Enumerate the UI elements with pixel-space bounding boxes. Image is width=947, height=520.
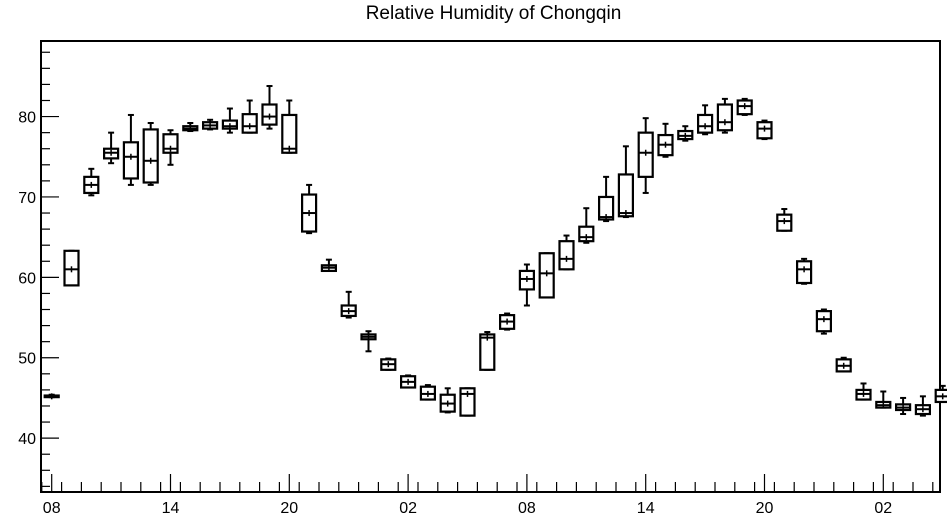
y-tick-label: 70 bbox=[18, 190, 36, 207]
box-plot-item bbox=[914, 395, 932, 417]
box-plot-item bbox=[380, 357, 397, 371]
box-plot-item bbox=[43, 393, 60, 400]
box-plot-item bbox=[795, 257, 813, 285]
box-plot-item bbox=[558, 234, 575, 271]
x-tick-label: 02 bbox=[399, 500, 417, 517]
y-tick-label: 50 bbox=[18, 351, 36, 368]
box-plot-item bbox=[855, 382, 872, 401]
box-plot-item bbox=[934, 384, 947, 404]
box-body bbox=[122, 141, 140, 180]
x-tick-label: 14 bbox=[637, 500, 655, 517]
box-body bbox=[281, 113, 298, 154]
box-plot-item bbox=[815, 308, 833, 335]
box-plot-item bbox=[696, 104, 714, 136]
box-plot-item bbox=[340, 290, 357, 319]
x-tick-label: 20 bbox=[280, 500, 298, 517]
box-plot-item bbox=[459, 387, 476, 417]
box-plot-item bbox=[281, 99, 298, 154]
box-plot-item bbox=[261, 85, 278, 130]
y-tick-label: 40 bbox=[18, 431, 36, 448]
box-plot-item bbox=[657, 122, 674, 158]
box-plot-item bbox=[894, 396, 912, 416]
box-plot-item bbox=[142, 122, 159, 186]
box-body bbox=[558, 240, 575, 271]
box-body bbox=[142, 128, 159, 184]
box-plot-item bbox=[301, 183, 318, 235]
box-plot-item bbox=[736, 97, 753, 116]
box-body bbox=[459, 387, 476, 417]
box-plot-item bbox=[360, 330, 377, 353]
box-plot-item bbox=[83, 167, 100, 197]
box-body bbox=[479, 333, 496, 371]
chart-title: Relative Humidity of Chongqin bbox=[365, 3, 622, 24]
box-plot-item bbox=[756, 119, 773, 141]
box-plot-item bbox=[578, 207, 595, 244]
box-plot-item bbox=[637, 117, 654, 194]
box-plot-item bbox=[499, 312, 516, 331]
box-plot-item bbox=[320, 258, 337, 273]
box-plot-item bbox=[835, 356, 852, 373]
x-tick-label: 14 bbox=[162, 500, 180, 517]
x-tick-label: 08 bbox=[518, 500, 536, 517]
box-plot-item bbox=[538, 252, 555, 299]
box-plot-item bbox=[221, 107, 238, 134]
x-tick-label: 20 bbox=[756, 500, 774, 517]
box-plot-item bbox=[162, 129, 179, 166]
box-plot-item bbox=[597, 175, 615, 223]
y-tick-label: 80 bbox=[18, 110, 36, 127]
box-plot-item bbox=[617, 145, 635, 219]
box-plot-item bbox=[122, 113, 140, 186]
box-plot-item bbox=[182, 122, 199, 133]
box-plot-item bbox=[776, 208, 793, 232]
box-plot-item bbox=[400, 374, 417, 389]
box-plot-item bbox=[518, 263, 536, 307]
box-plot-item bbox=[419, 384, 436, 401]
box-body bbox=[617, 173, 635, 218]
box-plot-item bbox=[63, 249, 80, 287]
box-plot-item bbox=[439, 387, 456, 414]
y-tick-label: 60 bbox=[18, 270, 36, 287]
plot-frame bbox=[40, 40, 941, 493]
box-plot-item bbox=[677, 125, 694, 142]
x-tick-label: 08 bbox=[43, 500, 61, 517]
box-plot-item bbox=[875, 390, 892, 409]
box-plot-item bbox=[479, 331, 496, 371]
box-plot-item bbox=[202, 118, 219, 131]
box-plot-item bbox=[716, 97, 734, 134]
box-plot-item bbox=[241, 99, 258, 134]
box-body bbox=[716, 103, 734, 132]
box-plot-item bbox=[102, 131, 120, 165]
x-tick-label: 02 bbox=[874, 500, 892, 517]
